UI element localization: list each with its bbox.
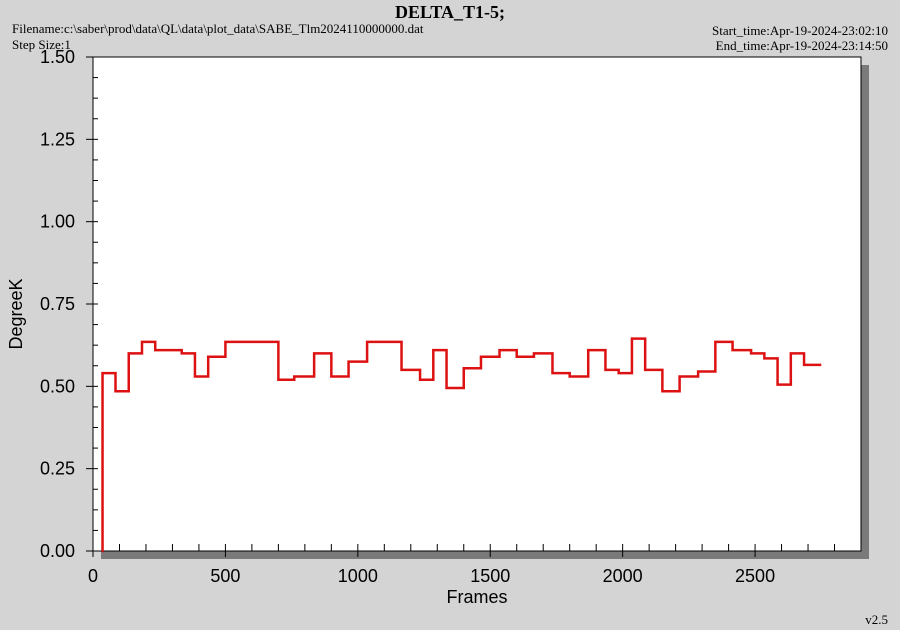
x-tick-label: 500 (210, 566, 240, 586)
x-tick-label: 0 (88, 566, 98, 586)
x-tick-label: 1500 (470, 566, 510, 586)
series-line (101, 337, 822, 553)
chart-title: DELTA_T1-5; (394, 2, 506, 22)
series-group (101, 337, 822, 553)
end-time-label: End_time:Apr-19-2024-23:14:50 (715, 38, 888, 53)
axes-group (86, 56, 862, 557)
y-tick-label: 0.00 (40, 541, 75, 561)
start-time-label: Start_time:Apr-19-2024-23:02:10 (712, 23, 888, 38)
y-tick-label: 1.25 (40, 129, 75, 149)
plot-area (92, 56, 862, 552)
x-tick-label: 1000 (338, 566, 378, 586)
y-tick-label: 1.00 (40, 212, 75, 232)
labels-group: 0.00 0.25 0.50 0.75 1.00 1.25 1.50 0 500 1000 1500… (6, 47, 775, 607)
version-label: v2.5 (865, 612, 888, 627)
y-tick-label: 0.75 (40, 294, 75, 314)
y-tick-label: 1.50 (40, 47, 75, 67)
y-axis-title: DegreeK (6, 278, 26, 349)
y-tick-label: 0.50 (40, 376, 75, 396)
x-axis-title: Frames (446, 587, 507, 607)
step-size-label: Step Size:1 (12, 37, 71, 52)
x-tick-label: 2500 (735, 566, 775, 586)
x-tick-label: 2000 (603, 566, 643, 586)
y-tick-label: 0.25 (40, 459, 75, 479)
filename-label: Filename:c:\saber\prod\data\QL\data\plot… (12, 21, 424, 36)
